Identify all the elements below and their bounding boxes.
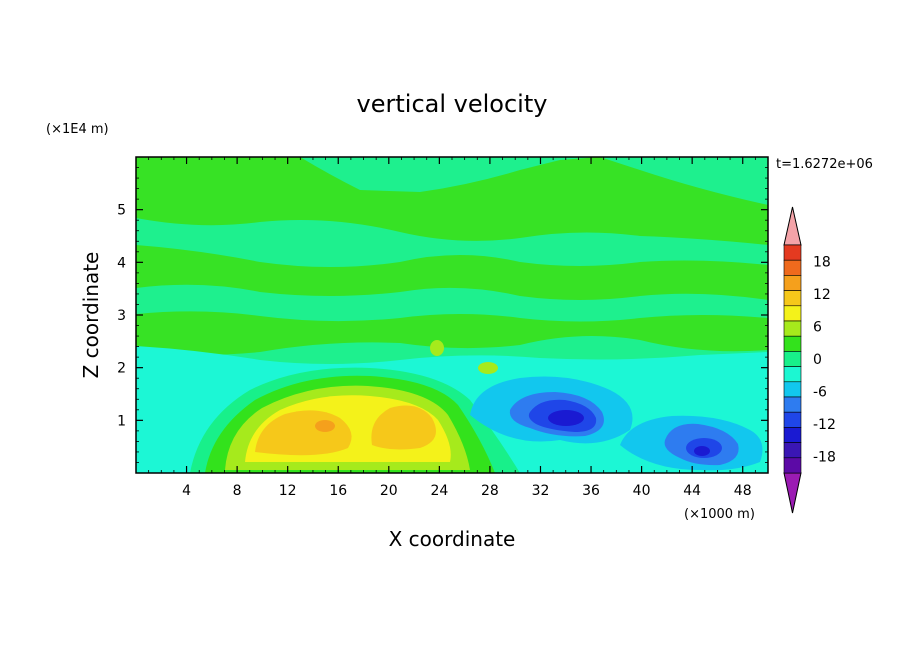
x-tick-label: 32 [532, 483, 550, 499]
colorbar-tick-label: -12 [813, 417, 836, 433]
colorbar-swatch [783, 275, 802, 291]
time-label: t=1.6272e+06 [776, 157, 873, 172]
x-tick-label: 24 [430, 483, 448, 499]
x-tick-label: 20 [380, 483, 398, 499]
x-tick-label: 12 [279, 483, 297, 499]
x-tick-label: 4 [182, 483, 191, 499]
colorbar-tick-label: -6 [813, 385, 827, 401]
colorbar-swatch [783, 259, 802, 276]
updraft-gold-right [371, 405, 436, 450]
colorbar-swatch [783, 244, 802, 261]
colorbar: 18 12 6 0 -6 -12 -18 [783, 206, 836, 514]
colorbar-tick-label: 12 [813, 287, 831, 303]
colorbar-over-arrow [783, 206, 802, 246]
y-axis-ticks: 1 2 3 4 5 [117, 167, 768, 463]
colorbar-swatch [783, 381, 802, 398]
patch-24 [430, 340, 444, 356]
y-tick-label: 1 [117, 413, 126, 429]
y-tick-label: 4 [117, 255, 126, 271]
x-axis-unit: (×1000 m) [684, 507, 755, 522]
colorbar-tick-label: 6 [813, 319, 822, 335]
chart-title: vertical velocity [357, 90, 548, 118]
y-axis-title: Z coordinate [79, 252, 103, 379]
colorbar-tick-label: 18 [813, 254, 831, 270]
colorbar-swatch [783, 335, 802, 352]
colorbar-swatch [783, 427, 802, 443]
x-tick-label: 36 [582, 483, 600, 499]
upper-strip [136, 284, 768, 322]
colorbar-tick-label: -18 [813, 450, 836, 466]
y-tick-label: 2 [117, 361, 126, 377]
updraft-core [315, 420, 335, 432]
x-tick-label: 40 [633, 483, 651, 499]
mid-band-1 [136, 157, 768, 245]
y-tick-label: 5 [117, 203, 126, 219]
y-axis-unit: (×1E4 m) [46, 122, 109, 137]
x-axis-title: X coordinate [389, 527, 516, 551]
colorbar-under-arrow [783, 472, 802, 514]
x-tick-label: 44 [683, 483, 701, 499]
x-tick-label: 16 [329, 483, 347, 499]
x-axis-ticks: 4 8 12 16 20 24 28 32 36 40 44 48 [148, 157, 756, 499]
downdraft-1-core [548, 410, 584, 426]
colorbar-swatch [783, 396, 802, 413]
y-tick-label: 3 [117, 308, 126, 324]
colorbar-swatch [783, 366, 802, 383]
x-tick-label: 28 [481, 483, 499, 499]
colorbar-swatch [783, 305, 802, 322]
colorbar-swatch [783, 320, 802, 337]
x-tick-label: 48 [734, 483, 752, 499]
patch-28 [478, 362, 498, 374]
downdraft-2-center [694, 446, 710, 456]
colorbar-swatch [783, 290, 802, 307]
colorbar-swatch [783, 411, 802, 428]
contour-field [136, 157, 768, 473]
colorbar-tick-label: 0 [813, 352, 822, 368]
colorbar-swatch [783, 442, 802, 459]
x-tick-label: 8 [233, 483, 242, 499]
colorbar-swatch [783, 457, 802, 474]
colorbar-swatch [783, 351, 802, 367]
